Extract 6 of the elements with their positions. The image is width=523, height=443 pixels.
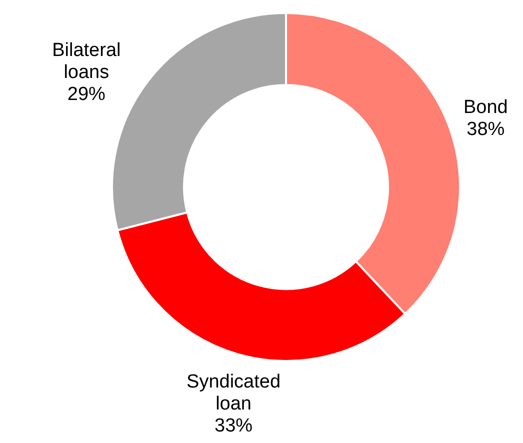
data-label: 33% <box>214 415 253 436</box>
slice-label: Bilateral loans <box>52 39 121 82</box>
slice-label: Bond <box>464 96 508 118</box>
slice-label: Syndicated loan <box>186 371 281 414</box>
data-label: 38% <box>466 118 505 140</box>
data-label: 29% <box>67 83 106 104</box>
